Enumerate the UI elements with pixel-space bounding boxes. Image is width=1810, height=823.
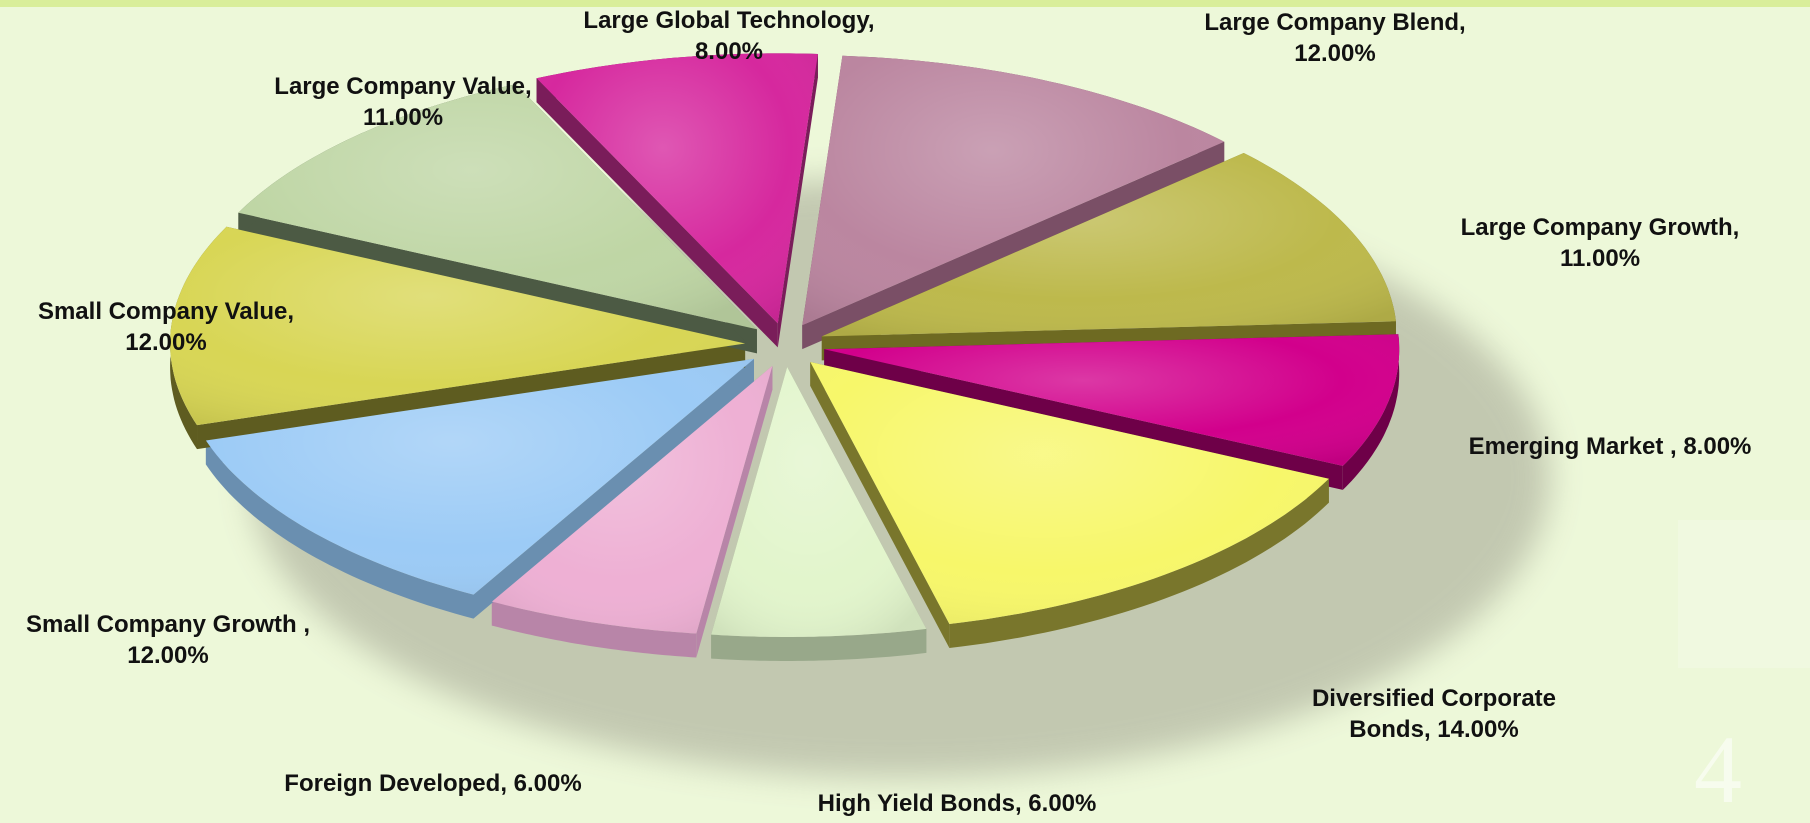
pie-slice-side-6 [696, 365, 773, 658]
watermark-box [1678, 520, 1810, 668]
slice-label-8: Small Company Value, 12.00% [37, 298, 295, 356]
pie-slice-gloss-7 [205, 358, 754, 595]
slice-label-7: Small Company Growth , 12.00% [25, 611, 311, 669]
top-accent-band [0, 0, 1810, 7]
pie-slice-side-5 [711, 628, 927, 661]
pie-slice-side-3 [1342, 334, 1400, 490]
pie-slice-side-1 [802, 141, 1225, 350]
pie-slice-side-10 [777, 54, 818, 348]
page-number-watermark: 4 [1694, 716, 1742, 823]
slice-label-3: Emerging Market , 8.00% [1468, 432, 1752, 460]
pie-slice-side-4 [949, 478, 1329, 648]
pie-slice-side-6 [491, 601, 697, 658]
pie-slice-gloss-10 [536, 53, 818, 324]
pie-slice-gloss-3 [824, 334, 1400, 466]
pie-slice-side-10 [536, 78, 778, 348]
slice-label-4: Diversified Corporate Bonds, 14.00% [1311, 685, 1557, 743]
slice-label-10: Large Global Technology, 8.00% [583, 7, 875, 65]
slice-label-5: High Yield Bonds, 6.00% [817, 789, 1097, 817]
pie-slice-gloss-6 [491, 365, 773, 634]
pie-slice-gloss-9 [238, 84, 757, 330]
pie-slice-gloss-8 [170, 226, 746, 426]
pie-slice-gloss-5 [711, 367, 927, 637]
slice-label-1: Large Company Blend, 12.00% [1204, 9, 1466, 67]
pie-slice-side-7 [205, 440, 474, 619]
pie-slice-gloss-4 [810, 362, 1329, 624]
slice-label-9: Large Company Value, 11.00% [274, 73, 532, 131]
pie-slice-gloss-2 [821, 153, 1396, 337]
pie-slice-gloss-1 [802, 55, 1225, 326]
slice-label-6: Foreign Developed, 6.00% [284, 769, 582, 797]
pie-slice-side-7 [473, 358, 755, 619]
slice-label-2: Large Company Growth, 11.00% [1460, 214, 1740, 272]
pie-slice-side-4 [810, 362, 950, 649]
